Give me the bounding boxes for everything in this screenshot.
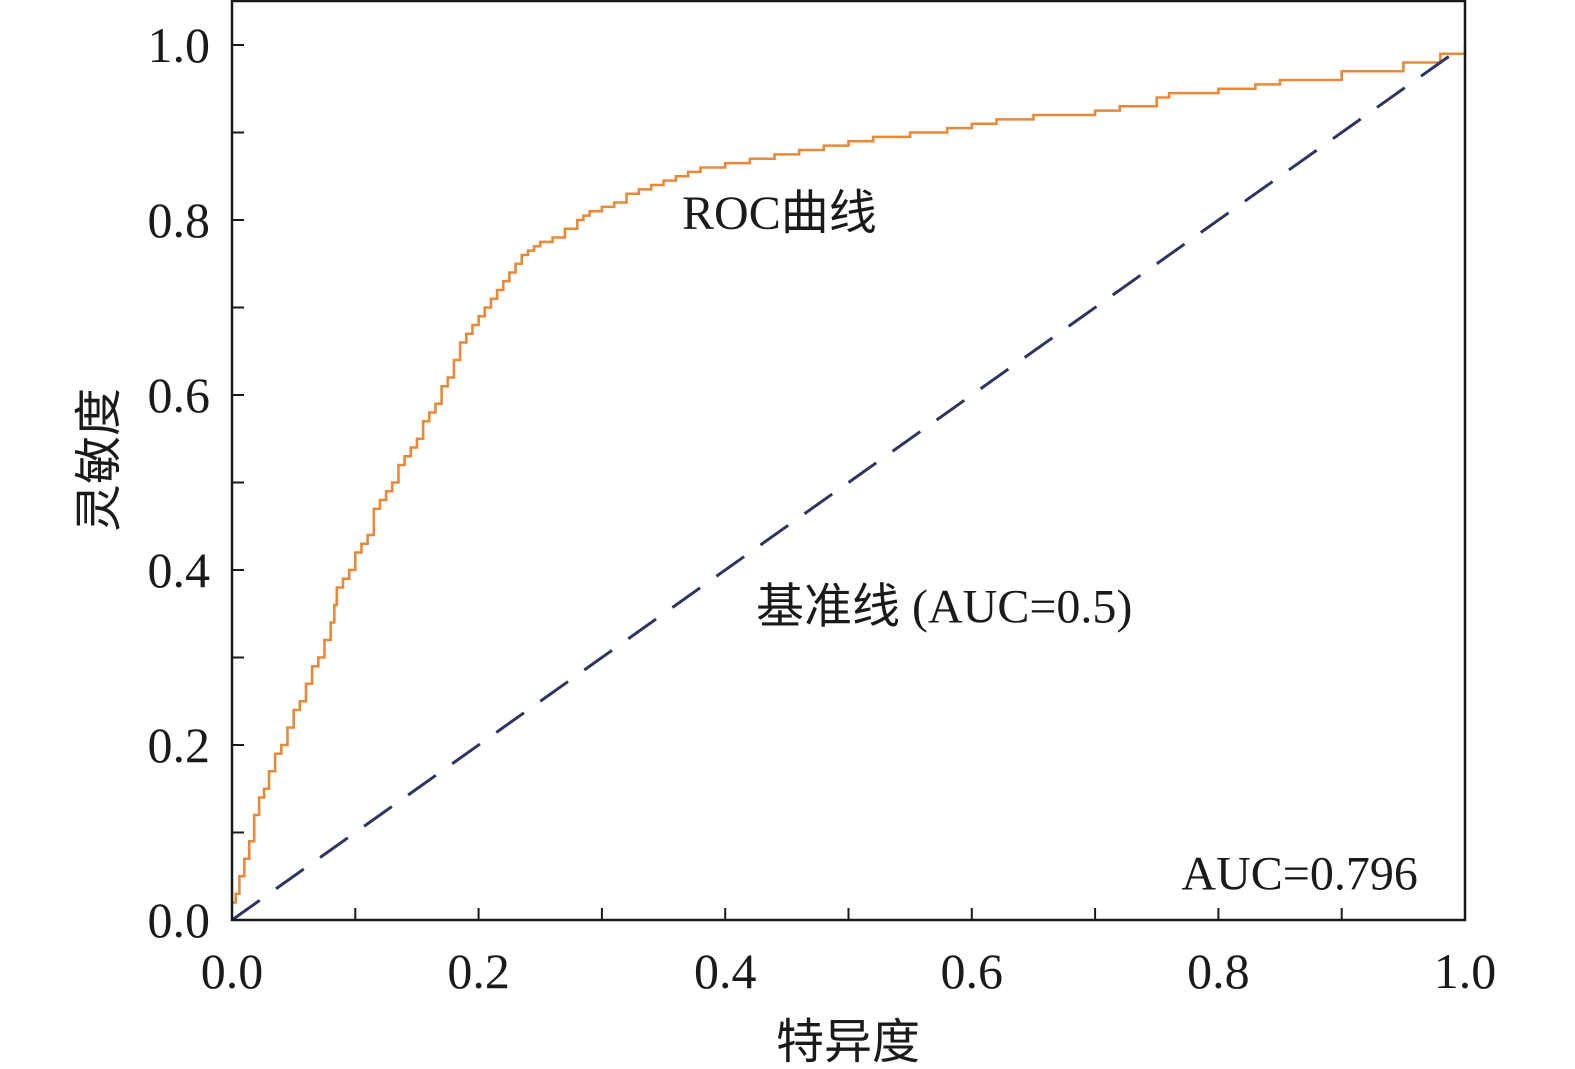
y-tick-label: 0.0 [148, 892, 211, 948]
y-tick-label: 0.4 [148, 542, 211, 598]
roc-curve-line [232, 45, 1467, 904]
y-axis-title: 灵敏度 [73, 388, 126, 532]
y-tick-label: 0.6 [148, 367, 211, 423]
roc-curve-label: ROC曲线 [682, 187, 877, 240]
x-tick-label: 0.6 [941, 943, 1004, 999]
baseline-dashed-line [231, 43, 1466, 922]
x-tick-label: 0.0 [201, 943, 264, 999]
y-tick-label: 0.2 [148, 717, 211, 773]
x-tick-label: 0.2 [447, 943, 510, 999]
x-tick-label: 1.0 [1434, 943, 1497, 999]
auc-value-label: AUC=0.796 [1181, 847, 1417, 900]
y-tick-label: 0.8 [148, 192, 211, 248]
x-tick-label: 0.8 [1187, 943, 1250, 999]
baseline-label: 基准线 (AUC=0.5) [756, 581, 1132, 634]
y-tick-label: 1.0 [148, 17, 211, 73]
x-tick-label: 0.4 [694, 943, 757, 999]
x-axis-title: 特异度 [776, 1016, 920, 1069]
axes: 0.0 0.2 0.4 0.6 0.8 1.0 0.0 0.2 0.4 0.6 0.8 1.0 [148, 0, 1497, 999]
plot-frame [230, 0, 1467, 922]
